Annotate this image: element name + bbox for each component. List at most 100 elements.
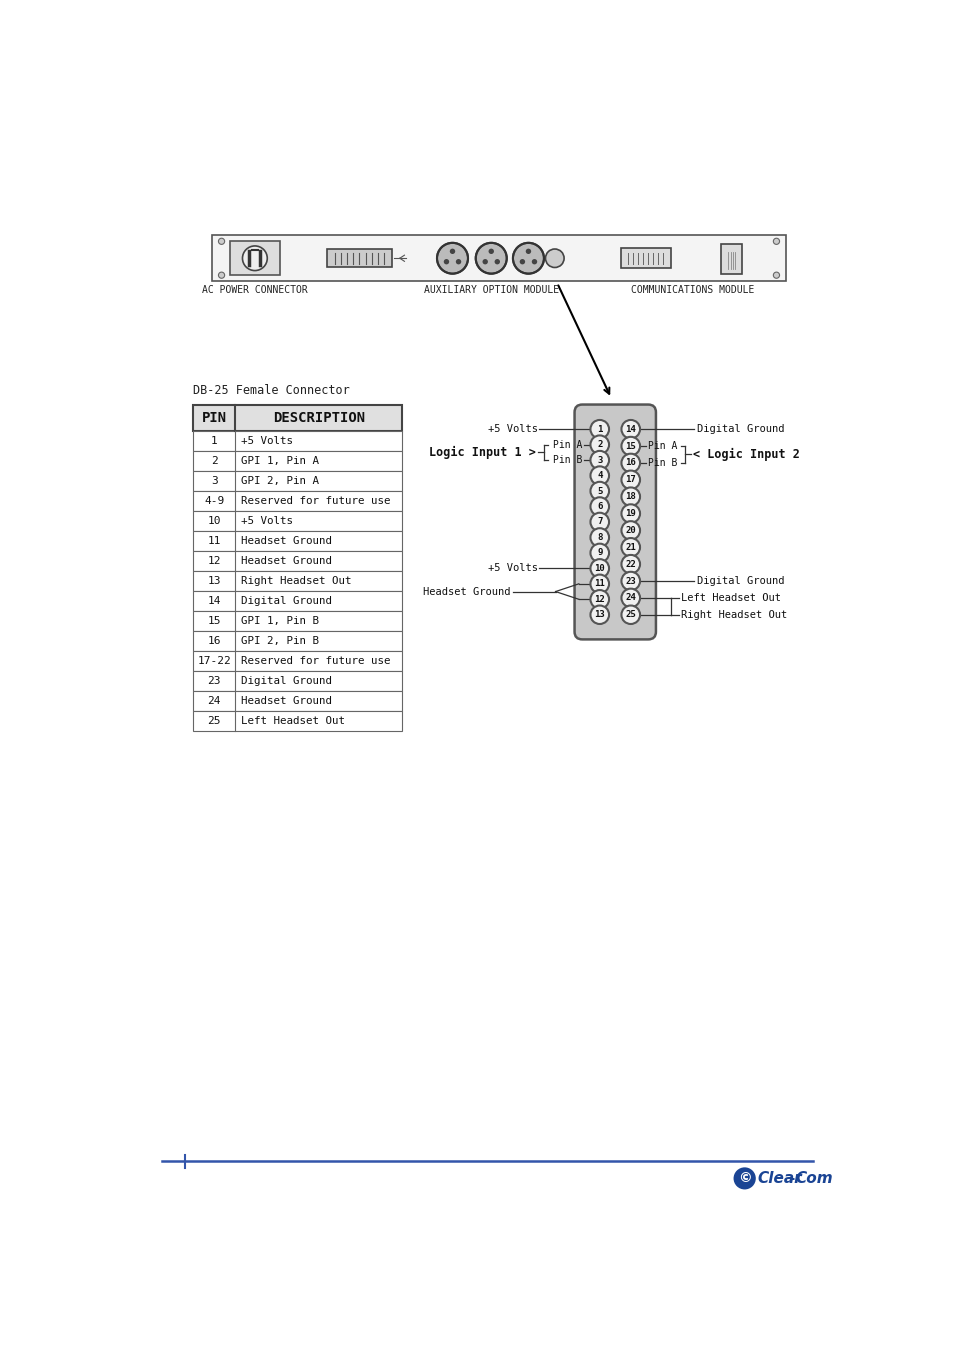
- Text: 13: 13: [207, 576, 221, 586]
- Text: 24: 24: [625, 594, 636, 602]
- Circle shape: [590, 466, 608, 485]
- Text: AC POWER CONNECTOR: AC POWER CONNECTOR: [202, 285, 308, 296]
- Text: +5 Volts: +5 Volts: [241, 436, 293, 446]
- Circle shape: [773, 273, 779, 278]
- Text: 4-9: 4-9: [204, 495, 224, 506]
- Circle shape: [519, 259, 524, 265]
- Text: 17: 17: [625, 475, 636, 485]
- Text: 20: 20: [625, 526, 636, 535]
- Text: 3: 3: [211, 475, 217, 486]
- Text: 10: 10: [207, 516, 221, 525]
- Text: Digital Ground: Digital Ground: [696, 576, 783, 586]
- Circle shape: [590, 575, 608, 593]
- Text: 5: 5: [597, 486, 601, 495]
- Text: PIN: PIN: [201, 410, 227, 425]
- Bar: [193, 405, 402, 431]
- Bar: [193, 471, 402, 491]
- Text: 6: 6: [597, 502, 601, 512]
- Text: GPI 1, Pin A: GPI 1, Pin A: [241, 456, 318, 466]
- Circle shape: [590, 420, 608, 439]
- Circle shape: [590, 590, 608, 609]
- Bar: [327, 248, 392, 267]
- Text: 13: 13: [594, 610, 604, 620]
- Circle shape: [620, 437, 639, 455]
- Text: Headset Ground: Headset Ground: [241, 556, 332, 566]
- Text: COMMUNICATIONS MODULE: COMMUNICATIONS MODULE: [630, 285, 754, 296]
- Circle shape: [620, 487, 639, 506]
- Text: 10: 10: [594, 564, 604, 572]
- Circle shape: [590, 559, 608, 578]
- Text: 16: 16: [625, 459, 636, 467]
- Circle shape: [590, 528, 608, 547]
- Bar: [720, 244, 741, 274]
- Text: 23: 23: [207, 676, 221, 686]
- Bar: [193, 491, 402, 510]
- Text: Right Headset Out: Right Headset Out: [680, 610, 786, 620]
- Circle shape: [476, 243, 506, 274]
- Circle shape: [620, 505, 639, 522]
- Text: 24: 24: [207, 697, 221, 706]
- Circle shape: [531, 259, 537, 265]
- Text: 25: 25: [625, 610, 636, 620]
- FancyBboxPatch shape: [574, 405, 656, 640]
- Bar: [193, 612, 402, 630]
- Circle shape: [513, 243, 543, 274]
- Text: 19: 19: [625, 509, 636, 518]
- Text: DESCRIPTION: DESCRIPTION: [273, 410, 364, 425]
- Circle shape: [218, 238, 224, 244]
- Bar: [193, 571, 402, 591]
- Text: 18: 18: [625, 493, 636, 501]
- Circle shape: [590, 497, 608, 516]
- Circle shape: [620, 589, 639, 608]
- Text: GPI 2, Pin A: GPI 2, Pin A: [241, 475, 318, 486]
- Bar: [193, 591, 402, 612]
- Circle shape: [525, 248, 531, 254]
- Circle shape: [590, 482, 608, 501]
- Text: GPI 2, Pin B: GPI 2, Pin B: [241, 636, 318, 645]
- Circle shape: [773, 238, 779, 244]
- Text: Headset Ground: Headset Ground: [241, 697, 332, 706]
- Text: DB-25 Female Connector: DB-25 Female Connector: [193, 383, 349, 397]
- Text: 23: 23: [625, 576, 636, 586]
- Text: AUXILIARY OPTION MODULE: AUXILIARY OPTION MODULE: [423, 285, 558, 296]
- Circle shape: [620, 521, 639, 540]
- Text: Headset Ground: Headset Ground: [423, 586, 510, 597]
- Text: 4: 4: [597, 471, 601, 481]
- Text: GPI 1, Pin B: GPI 1, Pin B: [241, 616, 318, 626]
- Text: Digital Ground: Digital Ground: [241, 676, 332, 686]
- Text: Left Headset Out: Left Headset Out: [241, 716, 345, 726]
- Circle shape: [590, 544, 608, 562]
- Text: Logic Input 1 >: Logic Input 1 >: [429, 446, 536, 459]
- Text: 12: 12: [207, 556, 221, 566]
- Circle shape: [620, 606, 639, 624]
- Text: 11: 11: [594, 579, 604, 589]
- Circle shape: [218, 273, 224, 278]
- Text: Pin A: Pin A: [647, 441, 677, 451]
- Text: 14: 14: [625, 425, 636, 433]
- Bar: [230, 242, 279, 275]
- Text: 14: 14: [207, 595, 221, 606]
- Bar: [193, 671, 402, 691]
- Text: 1: 1: [211, 436, 217, 446]
- Text: 11: 11: [207, 536, 221, 545]
- Text: 15: 15: [625, 441, 636, 451]
- Text: 12: 12: [594, 595, 604, 603]
- Text: 1: 1: [597, 425, 601, 433]
- Text: 2: 2: [597, 440, 601, 450]
- Circle shape: [494, 259, 499, 265]
- Text: 21: 21: [625, 543, 636, 552]
- Bar: [193, 451, 402, 471]
- Bar: [193, 630, 402, 651]
- Text: 15: 15: [207, 616, 221, 626]
- Text: 22: 22: [625, 560, 636, 568]
- Bar: [193, 510, 402, 531]
- Circle shape: [590, 436, 608, 454]
- Text: 17-22: 17-22: [197, 656, 231, 666]
- Text: +5 Volts: +5 Volts: [487, 563, 537, 574]
- Circle shape: [620, 420, 639, 439]
- Text: Pin B: Pin B: [553, 455, 582, 466]
- Bar: [193, 431, 402, 451]
- Circle shape: [620, 471, 639, 489]
- Circle shape: [436, 243, 468, 274]
- Text: Com: Com: [795, 1170, 833, 1185]
